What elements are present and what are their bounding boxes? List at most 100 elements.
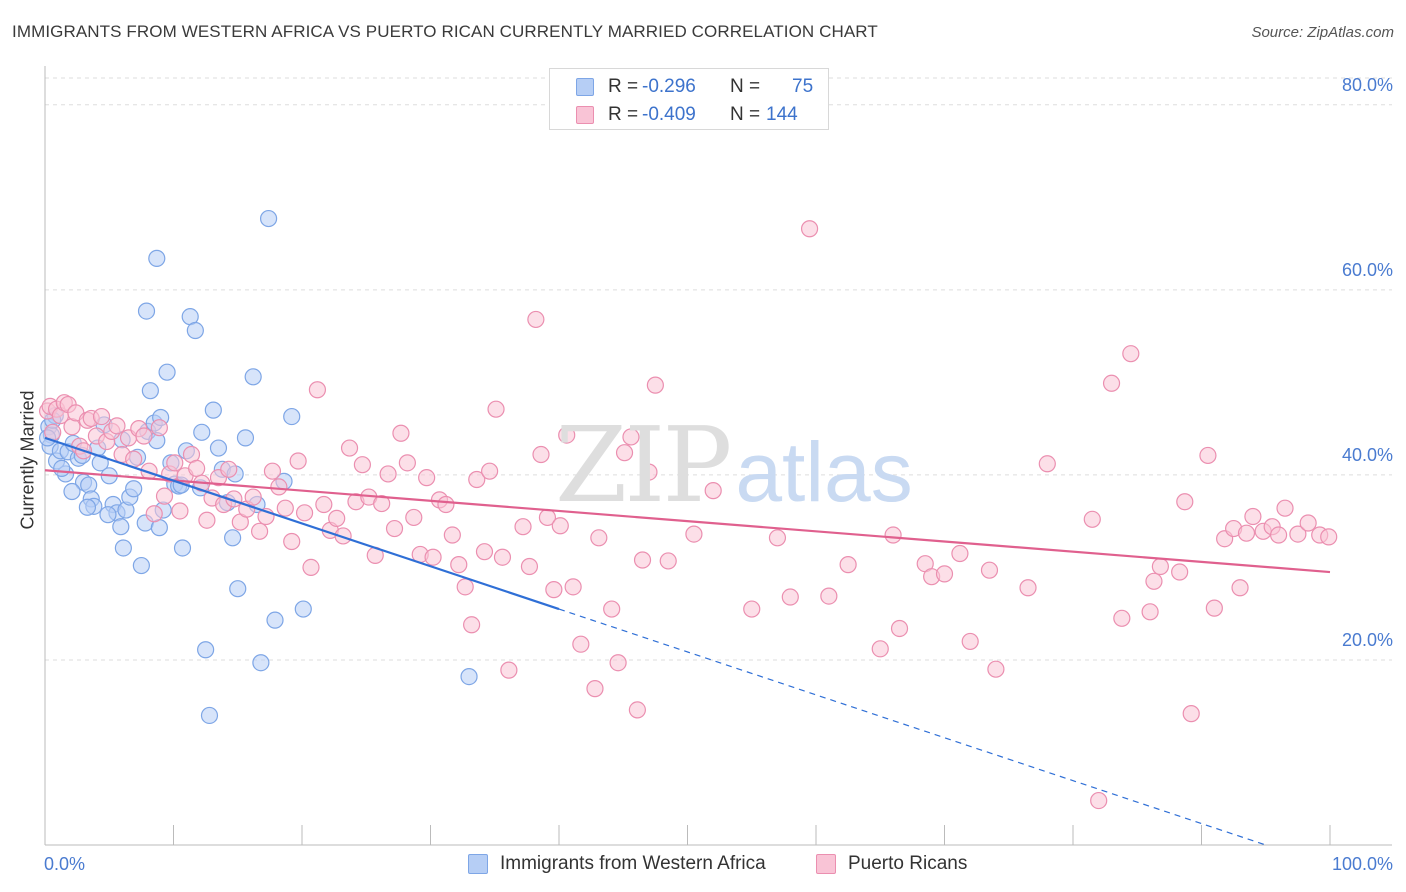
watermark-zip: ZIP [555, 404, 732, 526]
data-point-puerto-ricans [135, 427, 153, 445]
data-point-puerto-ricans [92, 407, 111, 426]
data-point-puerto-ricans [1231, 579, 1249, 597]
data-point-puerto-ricans [289, 452, 307, 470]
data-point-puerto-ricans [308, 381, 327, 399]
data-point-puerto-ricans [800, 220, 819, 238]
correlation-legend: R = -0.296 N = 75 R = -0.409 N = 144 [549, 68, 829, 130]
data-point-puerto-ricans [743, 600, 761, 618]
y-axis-label: Currently Married [17, 390, 38, 530]
data-point-puerto-ricans [980, 561, 999, 579]
data-point-puerto-ricans [166, 454, 184, 472]
data-point-puerto-ricans [768, 529, 787, 547]
data-point-puerto-ricans [1151, 557, 1169, 576]
data-point-puerto-ricans [1244, 507, 1262, 526]
data-point-puerto-ricans [1289, 525, 1307, 543]
tick-labels-layer: 20.0% 40.0% 60.0% 80.0% 0.0% 100.0% [44, 75, 1393, 874]
data-point-western-africa [193, 423, 211, 441]
legend-row-western-africa: R = -0.296 N = 75 [550, 72, 828, 100]
data-point-puerto-ricans [1141, 603, 1159, 621]
data-point-puerto-ricans [334, 527, 352, 545]
data-point-puerto-ricans [1122, 345, 1140, 363]
data-point-puerto-ricans [315, 495, 333, 514]
data-point-puerto-ricans [615, 444, 634, 462]
source-label: Source: ZipAtlas.com [1251, 24, 1394, 41]
data-point-puerto-ricans [188, 459, 206, 478]
data-point-puerto-ricans [150, 419, 168, 437]
data-point-puerto-ricans [244, 488, 262, 506]
data-point-puerto-ricans [781, 588, 799, 606]
data-point-puerto-ricans [1102, 374, 1121, 392]
data-point-western-africa [244, 368, 262, 386]
data-point-puerto-ricans [463, 616, 481, 634]
data-point-western-africa [158, 363, 176, 381]
data-point-puerto-ricans [987, 660, 1005, 678]
y-tick-label: 20.0% [1342, 630, 1393, 650]
data-point-western-africa [252, 654, 270, 672]
data-point-puerto-ricans [820, 587, 838, 605]
data-point-puerto-ricans [961, 632, 979, 651]
data-point-puerto-ricans [108, 417, 126, 435]
trend-line-puerto-ricans [44, 469, 1331, 574]
data-point-puerto-ricans [646, 376, 664, 394]
data-point-puerto-ricans [704, 482, 722, 500]
legend-r-value: -0.296 [642, 76, 696, 97]
data-point-puerto-ricans [1145, 572, 1163, 590]
data-point-western-africa [283, 407, 301, 426]
grid-layer [45, 77, 1392, 661]
data-point-puerto-ricans [1199, 446, 1217, 465]
data-point-puerto-ricans [1269, 526, 1288, 544]
data-point-western-africa [53, 459, 71, 478]
chart-title: IMMIGRANTS FROM WESTERN AFRICA VS PUERTO… [12, 22, 878, 41]
data-point-puerto-ricans [685, 525, 703, 543]
legend-n-value: 144 [766, 104, 798, 125]
data-point-puerto-ricans [890, 619, 909, 638]
data-point-western-africa [204, 401, 222, 419]
data-point-puerto-ricans [1205, 599, 1223, 617]
data-point-puerto-ricans [603, 600, 621, 618]
data-point-puerto-ricans [551, 517, 569, 535]
data-point-western-africa [224, 529, 242, 547]
data-point-western-africa [78, 498, 97, 516]
data-point-puerto-ricans [493, 548, 512, 566]
data-point-puerto-ricans [328, 509, 346, 527]
data-point-puerto-ricans [520, 557, 539, 576]
data-point-puerto-ricans [564, 578, 582, 596]
data-point-puerto-ricans [532, 445, 550, 464]
data-point-puerto-ricans [379, 465, 397, 483]
data-point-puerto-ricans [1299, 514, 1317, 532]
data-point-puerto-ricans [487, 400, 505, 418]
data-point-puerto-ricans [1320, 528, 1338, 546]
watermark: ZIPatlas [555, 404, 913, 526]
data-point-puerto-ricans [145, 505, 163, 523]
data-point-puerto-ricans [424, 548, 442, 566]
data-point-puerto-ricans [572, 635, 590, 653]
data-point-puerto-ricans [283, 532, 301, 551]
bottom-legend-swatch-pink [816, 854, 836, 874]
legend-r-label: R = [608, 104, 639, 125]
data-point-western-africa [236, 429, 255, 447]
data-point-western-africa [229, 580, 247, 598]
data-point-puerto-ricans [1083, 510, 1101, 528]
data-point-puerto-ricans [220, 460, 238, 478]
data-point-puerto-ricans [353, 456, 371, 474]
y-tick-label: 60.0% [1342, 260, 1393, 280]
data-point-puerto-ricans [609, 654, 627, 672]
x-tick-label-start: 0.0% [44, 854, 85, 874]
data-point-puerto-ricans [640, 463, 658, 481]
data-point-western-africa [266, 611, 284, 629]
data-point-western-africa [137, 302, 156, 320]
trend-line-western-africa-extension [558, 608, 1266, 846]
data-point-puerto-ricans [1182, 705, 1200, 723]
data-point-puerto-ricans [270, 478, 288, 496]
data-point-puerto-ricans [481, 462, 499, 480]
trend-layer [44, 436, 1331, 846]
data-point-puerto-ricans [586, 680, 604, 698]
bottom-legend-label: Immigrants from Western Africa [500, 853, 766, 874]
data-point-puerto-ricans [628, 701, 646, 719]
data-point-western-africa [125, 480, 143, 498]
data-point-western-africa [259, 209, 278, 228]
data-point-puerto-ricans [171, 502, 189, 520]
data-point-western-africa [141, 382, 159, 400]
data-point-western-africa [186, 321, 204, 340]
